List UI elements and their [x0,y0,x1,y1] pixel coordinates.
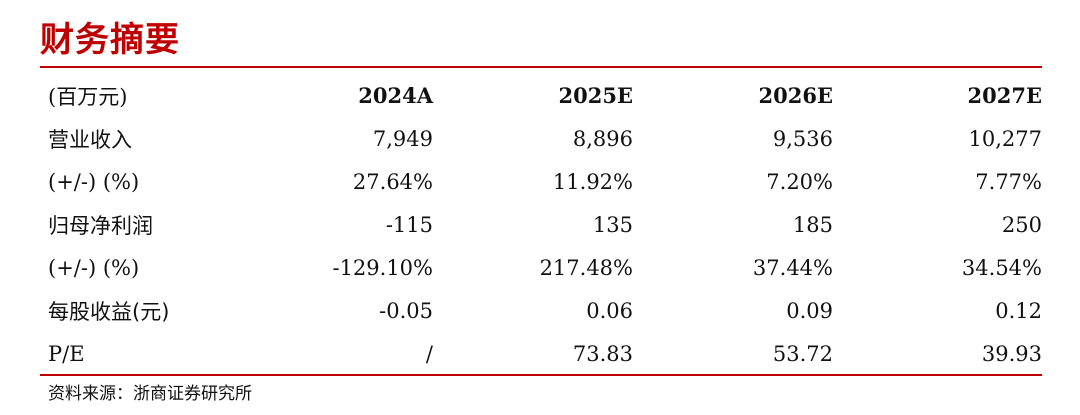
header-unit: (百万元) [48,84,128,109]
row-label: 归母净利润 [48,213,153,238]
table-cell: 11.92% [552,169,633,194]
table-row-eps: 每股收益(元) -0.05 0.06 0.09 0.12 [40,289,1042,332]
table-cell: 7.20% [766,169,833,194]
financial-summary-table: (百万元) 2024A 2025E 2026E 2027E 营业收入 7,949… [40,74,1042,375]
table-cell: 7.77% [975,169,1042,194]
table-cell: 217.48% [539,255,633,280]
table-cell: 0.09 [786,298,833,323]
table-cell: -115 [385,212,433,237]
table-row-net-profit: 归母净利润 -115 135 185 250 [40,203,1042,246]
table-cell: 10,277 [968,126,1042,151]
table-cell: 135 [592,212,633,237]
table-cell: 34.54% [961,255,1042,280]
table-cell: -129.10% [332,255,433,280]
table-row-revenue-growth: (+/-) (%) 27.64% 11.92% 7.20% 7.77% [40,160,1042,203]
table-cell: 8,896 [572,126,633,151]
bottom-divider [40,374,1042,376]
table-cell: 73.83 [572,341,633,366]
table-cell: 0.06 [586,298,633,323]
table-row-net-profit-growth: (+/-) (%) -129.10% 217.48% 37.44% 34.54% [40,246,1042,289]
table-row-revenue: 营业收入 7,949 8,896 9,536 10,277 [40,117,1042,160]
header-2026e: 2026E [758,83,833,108]
table-cell: / [425,341,433,366]
top-divider [40,66,1042,68]
table-cell: 250 [1001,212,1042,237]
table-cell: 37.44% [752,255,833,280]
table-cell: 39.93 [981,341,1042,366]
table-cell: 0.12 [995,298,1042,323]
table-cell: -0.05 [379,298,433,323]
row-label: (+/-) (%) [48,169,140,194]
page-title: 财务摘要 [40,20,180,60]
header-2025e: 2025E [558,83,633,108]
row-label: (+/-) (%) [48,255,140,280]
table-cell: 185 [792,212,833,237]
row-label: P/E [48,341,85,366]
table-cell: 27.64% [352,169,433,194]
row-label: 每股收益(元) [48,299,170,324]
header-2027e: 2027E [967,83,1042,108]
header-2024a: 2024A [358,83,433,108]
row-label: 营业收入 [48,127,132,152]
table-cell: 9,536 [772,126,833,151]
table-cell: 53.72 [772,341,833,366]
table-cell: 7,949 [372,126,433,151]
table-header-row: (百万元) 2024A 2025E 2026E 2027E [40,74,1042,117]
table-row-pe: P/E / 73.83 53.72 39.93 [40,332,1042,375]
source-note: 资料来源：浙商证券研究所 [48,384,252,404]
